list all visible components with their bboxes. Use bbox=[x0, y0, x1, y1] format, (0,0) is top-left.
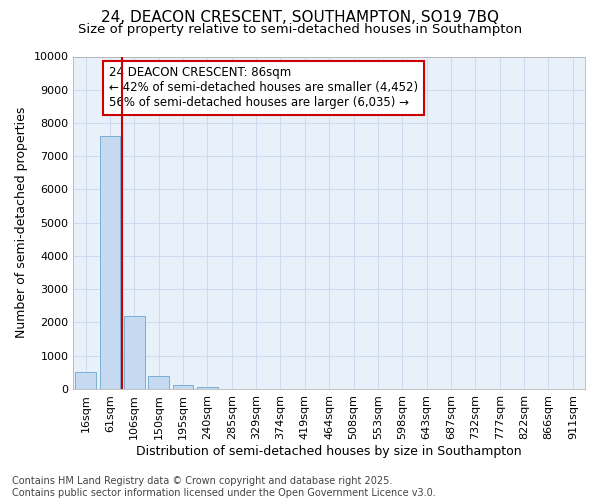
Text: 24 DEACON CRESCENT: 86sqm
← 42% of semi-detached houses are smaller (4,452)
56% : 24 DEACON CRESCENT: 86sqm ← 42% of semi-… bbox=[109, 66, 418, 110]
X-axis label: Distribution of semi-detached houses by size in Southampton: Distribution of semi-detached houses by … bbox=[136, 444, 522, 458]
Bar bbox=[124, 316, 145, 389]
Text: Size of property relative to semi-detached houses in Southampton: Size of property relative to semi-detach… bbox=[78, 22, 522, 36]
Bar bbox=[197, 388, 218, 389]
Bar bbox=[148, 376, 169, 389]
Y-axis label: Number of semi-detached properties: Number of semi-detached properties bbox=[15, 107, 28, 338]
Text: 24, DEACON CRESCENT, SOUTHAMPTON, SO19 7BQ: 24, DEACON CRESCENT, SOUTHAMPTON, SO19 7… bbox=[101, 10, 499, 25]
Text: Contains HM Land Registry data © Crown copyright and database right 2025.
Contai: Contains HM Land Registry data © Crown c… bbox=[12, 476, 436, 498]
Bar bbox=[173, 384, 193, 389]
Bar bbox=[75, 372, 96, 389]
Bar bbox=[100, 136, 121, 389]
